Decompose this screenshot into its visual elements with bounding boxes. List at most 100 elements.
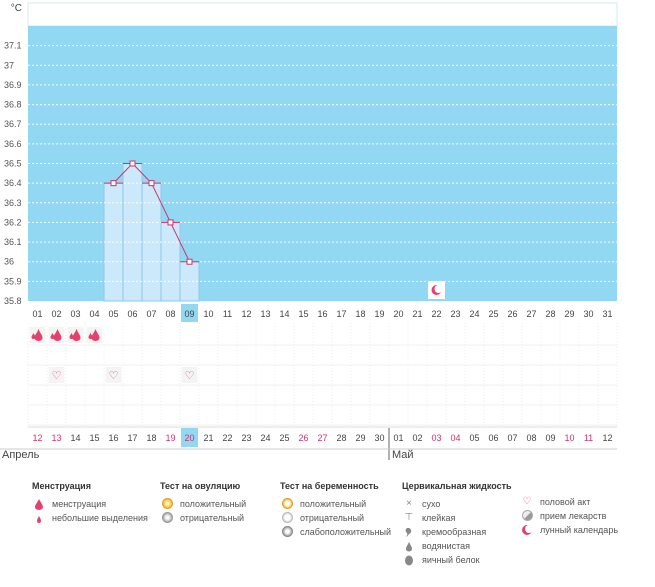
cycle-day-label: 08 bbox=[165, 309, 175, 319]
date-label: 26 bbox=[298, 433, 308, 443]
menstruation-drop-icon bbox=[53, 329, 62, 341]
cycle-day-label: 16 bbox=[317, 309, 327, 319]
menstruation-small-drop-icon bbox=[31, 333, 36, 339]
legend-item: положительный bbox=[300, 499, 367, 509]
cycle-day-label: 21 bbox=[412, 309, 422, 319]
legend-ovulation: Тест на овуляцию положительный отрицател… bbox=[160, 481, 246, 525]
cycle-day-label: 12 bbox=[241, 309, 251, 319]
month-label: Апрель bbox=[2, 449, 40, 461]
temperature-point bbox=[148, 180, 155, 187]
legend-item: отрицательный bbox=[180, 513, 245, 523]
y-unit-label: °C bbox=[11, 3, 22, 14]
ovulation-negative-icon bbox=[160, 512, 174, 524]
y-tick-label: 36.4 bbox=[4, 178, 22, 188]
cycle-day-label: 20 bbox=[393, 309, 403, 319]
date-label: 27 bbox=[317, 433, 327, 443]
cycle-day-label: 26 bbox=[507, 309, 517, 319]
cycle-day-label: 11 bbox=[223, 309, 232, 319]
cycle-day-label: 01 bbox=[32, 309, 42, 319]
date-label: 24 bbox=[260, 433, 270, 443]
legend-cervical: Цервикальная жидкость × сухо ⊤ клейкая кре… bbox=[402, 481, 512, 567]
date-label: 25 bbox=[279, 433, 289, 443]
date-label: 10 bbox=[564, 433, 574, 443]
date-label: 14 bbox=[70, 433, 80, 443]
cycle-day-label: 02 bbox=[51, 309, 61, 319]
legend-item: яичный белок bbox=[422, 555, 480, 565]
temperature-point bbox=[110, 180, 117, 187]
date-label: 16 bbox=[108, 433, 118, 443]
cycle-day-label: 18 bbox=[355, 309, 365, 319]
temperature-bar bbox=[122, 163, 143, 302]
legend-item: кремообразная bbox=[422, 527, 487, 537]
y-tick-label: 36.3 bbox=[4, 198, 22, 208]
cycle-day-label: 14 bbox=[279, 309, 289, 319]
heart-icon: ♡ bbox=[52, 370, 62, 382]
y-tick-label: 37 bbox=[4, 60, 14, 70]
legend-other: ♡ половой акт прием лекарств лунный кален… bbox=[520, 495, 618, 537]
cycle-day-label: 31 bbox=[602, 309, 612, 319]
moon-icon-shadow bbox=[434, 285, 443, 293]
cycle-day-label: 23 bbox=[450, 309, 460, 319]
date-label: 15 bbox=[89, 433, 99, 443]
menstruation-small-drop-icon bbox=[88, 333, 93, 339]
cycle-day-label: 05 bbox=[108, 309, 118, 319]
pregnancy-negative-icon bbox=[280, 512, 294, 524]
sticky-icon: ⊤ bbox=[404, 512, 414, 523]
date-label: 22 bbox=[222, 433, 232, 443]
cycle-day-label: 17 bbox=[336, 309, 346, 319]
heart-icon: ♡ bbox=[185, 370, 195, 382]
date-label: 03 bbox=[431, 433, 441, 443]
y-tick-label: 36.8 bbox=[4, 100, 22, 110]
legend-item: положительный bbox=[180, 499, 247, 509]
y-tick-label: 36 bbox=[4, 257, 14, 267]
cycle-day-label: 10 bbox=[203, 309, 213, 319]
heart-icon: ♡ bbox=[522, 496, 532, 507]
cycle-day-label: 04 bbox=[89, 309, 99, 319]
moon-icon bbox=[520, 524, 534, 536]
menstruation-drop-icon bbox=[72, 329, 81, 341]
menstruation-small-drop-icon bbox=[50, 333, 55, 339]
menstruation-drop-icon bbox=[34, 329, 43, 341]
date-label: 11 bbox=[584, 433, 593, 443]
date-label: 30 bbox=[374, 433, 384, 443]
y-tick-label: 36.1 bbox=[4, 237, 22, 247]
date-label: 05 bbox=[469, 433, 479, 443]
creamy-icon bbox=[402, 526, 416, 538]
legend-item: половой акт bbox=[540, 497, 591, 507]
legend-pregnancy: Тест на беременность положительный отриц… bbox=[280, 481, 391, 539]
date-label: 19 bbox=[165, 433, 175, 443]
y-tick-label: 36.7 bbox=[4, 119, 22, 129]
date-label: 12 bbox=[32, 433, 42, 443]
legend-title: Менструация bbox=[32, 481, 91, 491]
month-label: Май bbox=[392, 449, 414, 461]
legend-item: отрицательный bbox=[300, 513, 365, 523]
legend-item: прием лекарств bbox=[540, 511, 607, 521]
cycle-day-label: 15 bbox=[298, 309, 308, 319]
date-label: 12 bbox=[602, 433, 612, 443]
date-label: 07 bbox=[507, 433, 517, 443]
intercourse-cell bbox=[105, 367, 122, 383]
menstruation-drop-icon bbox=[91, 329, 100, 341]
cycle-day-label: 13 bbox=[260, 309, 270, 319]
cycle-day-label: 19 bbox=[374, 309, 384, 319]
spotting-drop-icon bbox=[32, 512, 46, 524]
cycle-day-label: 09 bbox=[184, 309, 194, 319]
temperature-point bbox=[186, 258, 193, 265]
chart-top-band bbox=[27, 2, 618, 27]
date-label: 23 bbox=[241, 433, 251, 443]
legend-item: лунный календарь bbox=[540, 525, 619, 535]
legend-item: сухо bbox=[422, 499, 441, 509]
intercourse-cell bbox=[48, 367, 65, 383]
y-tick-label: 35.9 bbox=[4, 276, 22, 286]
egg-white-icon bbox=[402, 554, 416, 566]
cycle-day-label: 24 bbox=[469, 309, 479, 319]
legend-item: слабоположительный bbox=[300, 527, 392, 537]
current-date-highlight bbox=[181, 428, 198, 447]
date-label: 08 bbox=[526, 433, 536, 443]
date-label: 06 bbox=[488, 433, 498, 443]
menstruation-small-drop-icon bbox=[69, 333, 74, 339]
date-label: 09 bbox=[545, 433, 555, 443]
date-label: 13 bbox=[51, 433, 61, 443]
legend-item: клейкая bbox=[422, 513, 456, 523]
ovulation-positive-icon bbox=[160, 498, 174, 510]
